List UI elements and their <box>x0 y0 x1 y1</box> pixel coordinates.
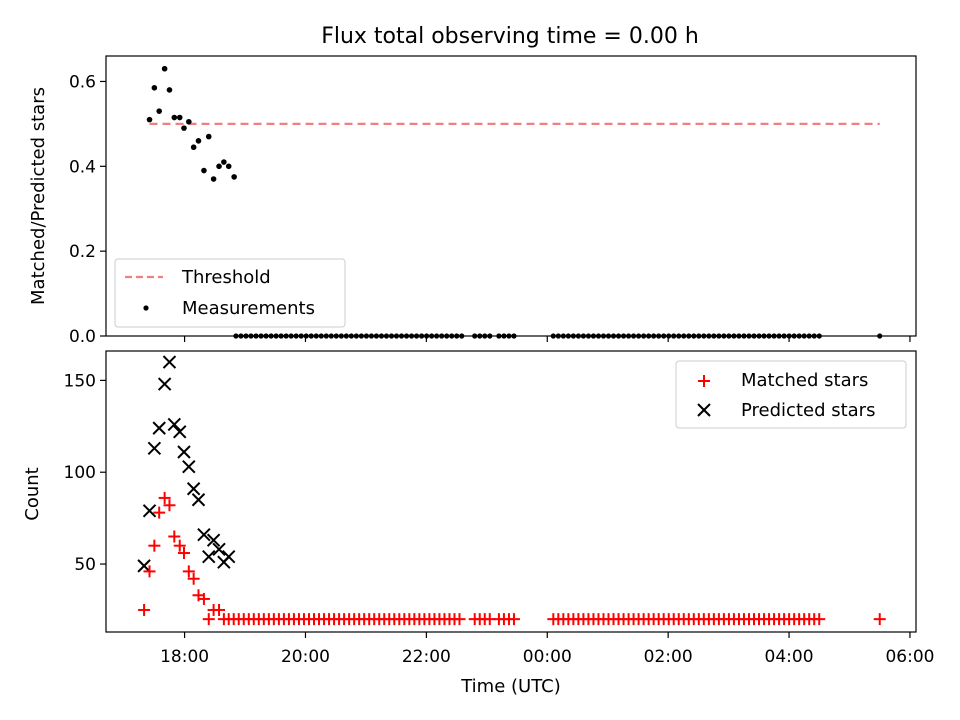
top-y-ticks: 0.0 0.2 0.4 0.6 <box>69 72 106 347</box>
measurements-legend-swatch <box>143 305 149 311</box>
bottom-y-ticks: 50 100 150 <box>64 371 106 575</box>
predicted-star-marker <box>202 549 216 564</box>
matched-star-marker <box>153 506 166 519</box>
bottom-plot-frame <box>105 350 917 633</box>
matched-star-marker <box>173 539 186 552</box>
matched-stars-legend-swatch <box>698 375 710 387</box>
matched-star-marker <box>813 613 826 626</box>
bottom-y-axis-label: Count <box>22 467 43 520</box>
matched-star-marker <box>507 613 520 626</box>
predicted-star-marker <box>222 549 236 564</box>
bottom-panel: 18:00 20:00 22:00 00:00 02:00 04:00 06:00 50 10… <box>22 350 934 697</box>
top-x-ticks <box>183 336 911 342</box>
bottom-marks <box>137 355 886 626</box>
predicted-star-marker <box>147 441 162 456</box>
bottom-y-tick-label: 50 <box>74 555 96 575</box>
predicted-star-marker <box>197 527 211 542</box>
measurement-point <box>171 114 178 121</box>
measurement-point <box>221 159 227 165</box>
matched-star-marker <box>158 491 171 504</box>
predicted-star-marker <box>137 559 151 573</box>
matched-star-marker <box>148 539 161 552</box>
predicted-star-marker <box>173 425 187 439</box>
matched-star-marker <box>177 547 190 560</box>
measurement-point <box>216 163 222 170</box>
bottom-y-tick-label: 150 <box>64 371 96 391</box>
measurement-point <box>146 116 153 123</box>
measurement-point <box>181 125 187 131</box>
matched-star-marker <box>213 603 226 616</box>
predicted-star-marker <box>182 459 196 474</box>
matched-star-marker <box>217 613 230 626</box>
top-y-tick-label: 0.2 <box>69 242 96 262</box>
measurement-point <box>190 144 197 151</box>
measurement-point <box>231 174 237 180</box>
matched-star-marker <box>197 592 210 605</box>
measurement-point <box>186 118 192 125</box>
measurement-point <box>201 167 207 174</box>
predicted-star-marker <box>191 493 206 507</box>
predicted-star-marker <box>177 445 191 459</box>
top-plot-frame <box>105 55 917 337</box>
predicted-star-marker <box>162 355 177 369</box>
bottom-x-ticks: 18:00 20:00 22:00 00:00 02:00 04:00 06:00 <box>160 632 934 667</box>
bottom-y-tick-label: 100 <box>64 463 96 483</box>
top-chart-title: Flux total observing time = 0.00 h <box>321 24 699 49</box>
top-legend: Threshold Measurements <box>114 258 346 328</box>
bottom-x-tick-label: 06:00 <box>885 647 934 667</box>
top-y-tick-label: 0.0 <box>69 327 96 347</box>
matched-star-marker <box>187 572 200 585</box>
matched-star-marker <box>143 565 156 578</box>
top-y-axis-label: Matched/Predicted stars <box>28 87 49 305</box>
matched-star-marker <box>202 613 215 626</box>
measurement-point <box>151 85 158 91</box>
top-y-tick-label: 0.4 <box>69 157 96 177</box>
predicted-star-marker <box>186 482 201 496</box>
measurement-point <box>225 163 232 170</box>
measurement-point <box>205 133 212 140</box>
measurements-legend-label: Measurements <box>182 298 315 319</box>
predicted-stars-legend-swatch <box>697 403 711 417</box>
measurement-point <box>156 108 162 114</box>
top-legend-box <box>114 258 346 328</box>
top-panel: 0.0 0.2 0.4 0.6 Matched/Predicted stars Thr… <box>28 55 917 347</box>
threshold-legend-label: Threshold <box>181 267 271 288</box>
predicted-star-marker <box>142 504 157 518</box>
bottom-x-tick-label: 22:00 <box>402 647 451 667</box>
bottom-legend-box <box>675 360 907 429</box>
predicted-star-marker <box>157 377 172 391</box>
bottom-x-tick-label: 02:00 <box>644 647 693 667</box>
bottom-x-tick-label: 18:00 <box>160 647 209 667</box>
bottom-x-tick-label: 20:00 <box>281 647 330 667</box>
measurement-point <box>210 176 217 182</box>
matched-star-marker <box>163 499 176 512</box>
bottom-legend: Matched stars Predicted stars <box>675 360 907 429</box>
matched-star-marker <box>873 613 886 626</box>
bottom-x-axis-label: Time (UTC) <box>460 676 561 697</box>
measurement-point <box>176 114 183 121</box>
predicted-star-marker <box>206 533 221 547</box>
matched-stars-legend-label: Matched stars <box>741 370 868 391</box>
predicted-star-marker <box>167 417 182 432</box>
matched-star-marker <box>453 613 466 626</box>
predicted-star-marker <box>152 421 166 435</box>
matched-star-marker <box>168 530 181 543</box>
measurement-point <box>166 87 173 93</box>
bottom-x-tick-label: 00:00 <box>523 647 572 667</box>
predicted-star-marker <box>212 542 226 557</box>
bottom-x-tick-label: 04:00 <box>765 647 814 667</box>
predicted-stars-legend-label: Predicted stars <box>741 400 875 421</box>
top-y-tick-label: 0.6 <box>69 72 96 92</box>
matched-star-marker <box>182 565 195 578</box>
matched-star-marker <box>138 603 151 616</box>
measurement-point <box>195 138 202 144</box>
measurement-point <box>161 65 168 72</box>
